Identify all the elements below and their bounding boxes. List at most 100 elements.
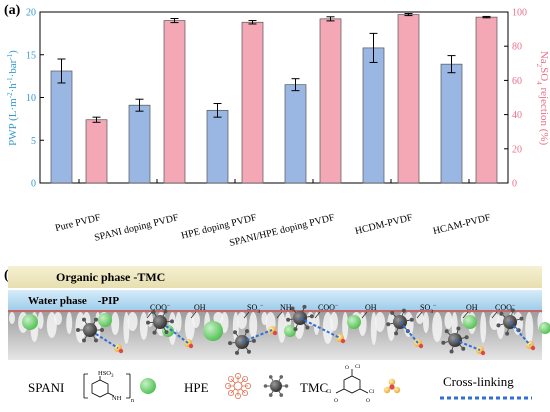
tmc-particle-core (530, 345, 536, 351)
hpe-branch-dot (305, 325, 310, 330)
rejection-bar (397, 14, 420, 184)
hpe-branch-dot (441, 340, 446, 345)
hpe-branch-dot (444, 329, 449, 334)
hpe-icon-spoke (271, 390, 274, 394)
hpe-branch-dot (449, 349, 454, 354)
pore (415, 312, 424, 324)
y-right-tick-label: 20 (512, 144, 522, 155)
pwp-bar (50, 70, 73, 184)
pore (496, 312, 505, 339)
hpe-icon-spoke (278, 378, 281, 382)
hpe-icon-dot (279, 375, 284, 379)
hpe-icon-spoke (271, 378, 274, 382)
hpe-branch-dot (246, 349, 251, 354)
hpe-icon-dot (284, 384, 289, 388)
tmc-particle-core (480, 350, 486, 356)
y-axis-label-part: 2 (535, 64, 543, 68)
y-axis-label-part: -1 (6, 77, 14, 83)
functional-group-bond (146, 311, 153, 319)
y-axis-label-part: PWP (L·m (7, 98, 19, 146)
pore (525, 312, 534, 344)
rejection-bar (319, 18, 342, 184)
x-tick-label: Pure PVDF (54, 212, 102, 234)
pore (66, 312, 73, 334)
hpe-branch-dot (409, 317, 414, 322)
pwp-bar (206, 109, 229, 184)
pore (220, 312, 229, 333)
hpe-icon-dot (268, 375, 273, 379)
functional-group-bond (190, 311, 197, 319)
functional-group-bond (491, 311, 498, 319)
y-right-tick-label: 100 (512, 8, 527, 19)
pore (175, 312, 182, 332)
hpe-branch-dot (163, 309, 168, 314)
tmc-particle-core (118, 348, 124, 354)
rejection-bar (85, 119, 108, 184)
y-axis-left-label: PWP (L·m-2·h-1·bar-1) (6, 50, 19, 146)
hpe-branch-dot (464, 335, 469, 340)
pore (139, 312, 148, 340)
y-left-tick-label: 20 (26, 8, 36, 19)
organic-phase-label: Organic phase -TMC (56, 270, 165, 284)
y-right-tick-label: 40 (512, 110, 522, 121)
functional-group-label: SO3− (420, 303, 437, 315)
pore (277, 312, 286, 343)
hpe-particle-icon (270, 380, 282, 392)
rejection-bar (475, 16, 498, 184)
tmc-structure-icon: Cl Cl Cl O O O (326, 364, 375, 404)
tmc-cl-left: Cl (326, 389, 332, 395)
y-left-tick-label: 5 (31, 136, 36, 147)
pore (480, 312, 487, 343)
hpe-branch-dot (302, 304, 307, 309)
functional-group-label: COO− (495, 303, 516, 312)
functional-group-label: SO3− (247, 303, 264, 315)
plot-frame (39, 11, 509, 184)
tmc-o-left: O (334, 398, 338, 404)
hpe-branch-dot (456, 326, 461, 331)
pore (387, 312, 396, 341)
tmc-particle-icon (383, 378, 401, 394)
pore (111, 312, 120, 335)
rejection-bar (163, 20, 186, 184)
pore (444, 312, 453, 329)
y-axis-label-part: ) (7, 50, 19, 54)
pore (9, 312, 15, 324)
x-tick-label: HCAM-PVDF (432, 212, 492, 237)
spani-particle (347, 315, 361, 329)
hpe-branch-dot (146, 320, 151, 325)
hpe-branch-dot (228, 341, 233, 346)
panel-a-label: (a) (4, 3, 21, 18)
pwp-bar (128, 104, 151, 184)
functional-group-bond (361, 311, 368, 319)
hpe-branch-dot (499, 311, 504, 316)
pwp-bar (284, 84, 307, 184)
y-axis-label-part: SO (538, 67, 550, 81)
crosslink (241, 329, 273, 343)
hpe-branch-dot (233, 330, 238, 335)
functional-group-label: COO− (318, 303, 339, 312)
crosslink (509, 321, 531, 346)
pore (451, 312, 458, 338)
y-axis-label-part: ·bar (7, 59, 19, 77)
y-axis-label-part: rejection (%) (538, 85, 550, 146)
hpe-branch-dot (401, 308, 406, 313)
hpe-branch-dot (151, 309, 156, 314)
particles (22, 304, 550, 356)
pore (249, 312, 258, 338)
hpe-structure-icon (225, 373, 251, 399)
hpe-branch-dot (496, 323, 501, 328)
hpe-particle-spokes (263, 375, 289, 397)
spani-particle (463, 315, 477, 329)
hpe-branch-dot (510, 308, 515, 313)
y-axis-label-part: -2 (6, 92, 14, 98)
y-axis-label-part: ·h (7, 83, 19, 93)
hpe-branch-dot (286, 317, 291, 322)
water-phase-layer (8, 290, 542, 310)
functional-group-label: COO− (150, 303, 171, 312)
x-tick-label: HCDM-PVDF (354, 212, 414, 237)
hpe-branch-dot (152, 330, 157, 335)
organic-phase-layer (8, 266, 542, 288)
functional-group-bond (462, 311, 469, 319)
